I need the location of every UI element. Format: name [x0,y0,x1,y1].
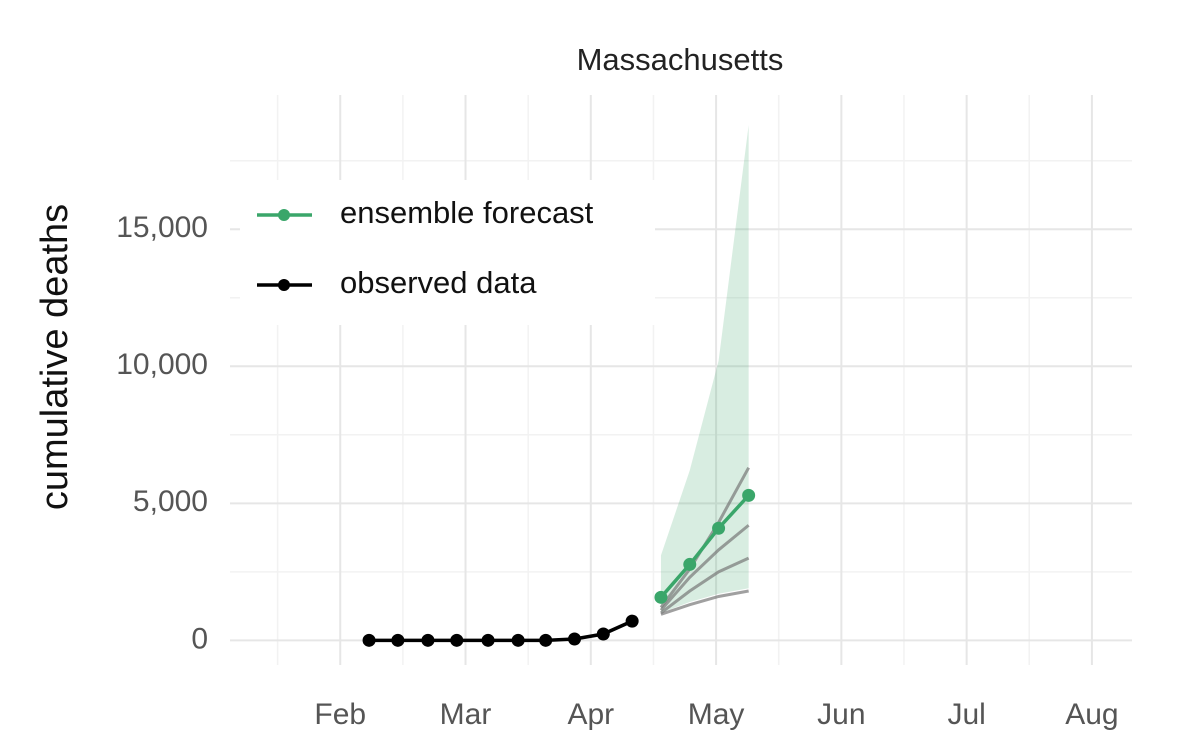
legend-label: observed data [340,265,537,300]
data-point [421,633,435,647]
series-line [369,619,633,643]
data-point [362,633,376,647]
model-line [660,556,750,615]
data-point [539,633,553,647]
data-point [481,633,495,647]
data-point [596,627,610,641]
x-tick-label: Aug [1065,698,1118,731]
data-point [654,590,668,604]
x-tick-label: Feb [314,698,366,731]
data-point [391,633,405,647]
chart-title: Massachusetts [577,42,784,77]
y-axis-label: cumulative deaths [34,204,76,510]
prediction-interval [660,125,749,613]
x-tick-label: May [688,698,745,731]
model-line [659,524,750,612]
x-tick-label: Jun [817,698,865,731]
series-line [659,494,750,599]
data-point [511,633,525,647]
legend-swatch [278,209,290,221]
data-point [568,632,582,646]
y-tick-label: 0 [191,622,208,655]
data-point [683,557,697,571]
x-tick-label: Mar [440,698,492,731]
data-point [712,521,726,535]
y-tick-label: 5,000 [133,485,208,518]
model-line [660,589,749,616]
data-point [742,488,756,502]
legend-label: ensemble forecast [340,195,594,230]
y-tick-label: 10,000 [116,348,208,381]
y-tick-label: 15,000 [116,211,208,244]
x-tick-label: Jul [947,698,985,731]
legend-swatch [278,279,290,291]
x-tick-label: Apr [567,698,614,731]
data-point [450,633,464,647]
legend-background [240,180,655,325]
data-point [625,614,639,628]
